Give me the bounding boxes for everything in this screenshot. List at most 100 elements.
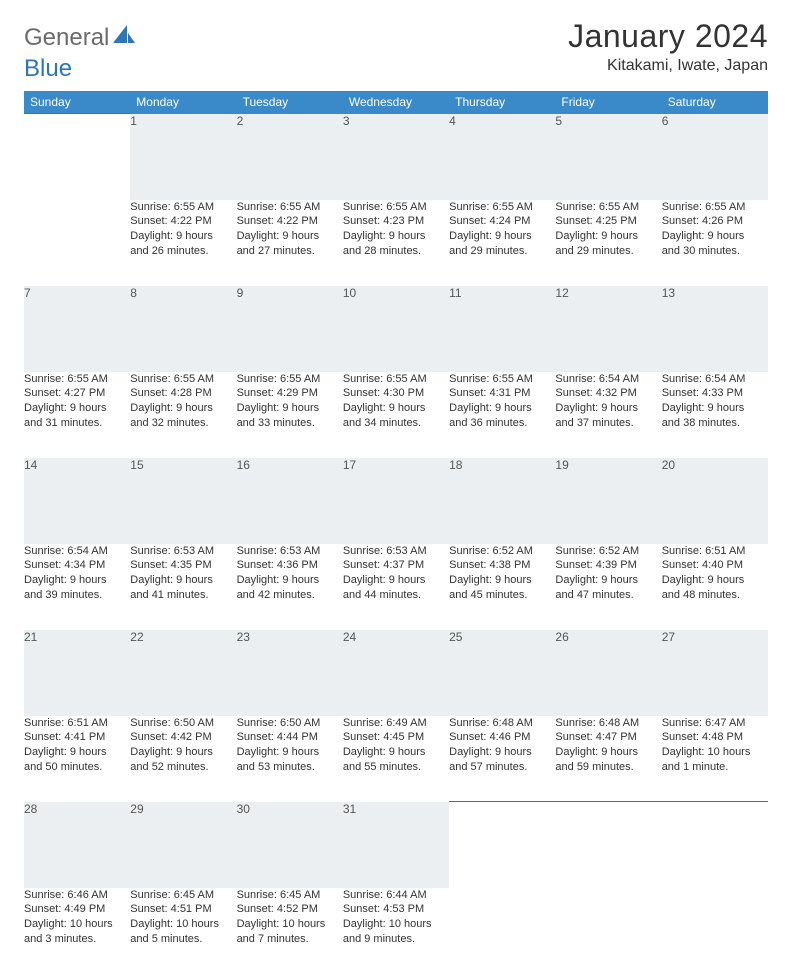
day-number: 4 <box>449 114 555 200</box>
daynum-row: 21222324252627 <box>24 630 768 716</box>
sunrise-text: Sunrise: 6:49 AM <box>343 716 449 731</box>
sunset-text: Sunset: 4:46 PM <box>449 730 555 745</box>
daylight-text-2: and 48 minutes. <box>662 588 768 603</box>
sunrise-text: Sunrise: 6:55 AM <box>343 372 449 387</box>
sunrise-text: Sunrise: 6:48 AM <box>555 716 661 731</box>
brand-part1: General <box>24 24 109 52</box>
daylight-text-2: and 29 minutes. <box>555 244 661 259</box>
day-number <box>449 802 555 888</box>
daylight-text-1: Daylight: 10 hours <box>130 917 236 932</box>
sunset-text: Sunset: 4:31 PM <box>449 386 555 401</box>
day-number: 29 <box>130 802 236 888</box>
sunset-text: Sunset: 4:24 PM <box>449 214 555 229</box>
day-cell <box>449 888 555 974</box>
day-number: 26 <box>555 630 661 716</box>
day-cell: Sunrise: 6:48 AMSunset: 4:47 PMDaylight:… <box>555 716 661 802</box>
content-row: Sunrise: 6:55 AMSunset: 4:22 PMDaylight:… <box>24 200 768 286</box>
sunset-text: Sunset: 4:38 PM <box>449 558 555 573</box>
calendar-head: Sunday Monday Tuesday Wednesday Thursday… <box>24 91 768 114</box>
sunrise-text: Sunrise: 6:55 AM <box>449 200 555 215</box>
sunrise-text: Sunrise: 6:55 AM <box>237 372 343 387</box>
sunrise-text: Sunrise: 6:55 AM <box>555 200 661 215</box>
sunset-text: Sunset: 4:51 PM <box>130 902 236 917</box>
sunrise-text: Sunrise: 6:55 AM <box>662 200 768 215</box>
day-cell: Sunrise: 6:55 AMSunset: 4:26 PMDaylight:… <box>662 200 768 286</box>
day-number: 10 <box>343 286 449 372</box>
sunset-text: Sunset: 4:29 PM <box>237 386 343 401</box>
daylight-text-1: Daylight: 9 hours <box>449 573 555 588</box>
daylight-text-1: Daylight: 9 hours <box>237 401 343 416</box>
daynum-row: 28293031 <box>24 802 768 888</box>
sunrise-text: Sunrise: 6:44 AM <box>343 888 449 903</box>
day-cell: Sunrise: 6:55 AMSunset: 4:25 PMDaylight:… <box>555 200 661 286</box>
sunset-text: Sunset: 4:30 PM <box>343 386 449 401</box>
day-number: 13 <box>662 286 768 372</box>
sunset-text: Sunset: 4:28 PM <box>130 386 236 401</box>
day-cell: Sunrise: 6:51 AMSunset: 4:41 PMDaylight:… <box>24 716 130 802</box>
sunset-text: Sunset: 4:22 PM <box>237 214 343 229</box>
day-cell <box>555 888 661 974</box>
daylight-text-2: and 55 minutes. <box>343 760 449 775</box>
daylight-text-2: and 34 minutes. <box>343 416 449 431</box>
brand-logo: General <box>24 24 137 52</box>
sunset-text: Sunset: 4:37 PM <box>343 558 449 573</box>
day-cell: Sunrise: 6:46 AMSunset: 4:49 PMDaylight:… <box>24 888 130 974</box>
dow-thu: Thursday <box>449 91 555 114</box>
sunrise-text: Sunrise: 6:53 AM <box>130 544 236 559</box>
calendar-body: 123456Sunrise: 6:55 AMSunset: 4:22 PMDay… <box>24 114 768 974</box>
sunset-text: Sunset: 4:49 PM <box>24 902 130 917</box>
daylight-text-1: Daylight: 9 hours <box>662 573 768 588</box>
day-cell: Sunrise: 6:47 AMSunset: 4:48 PMDaylight:… <box>662 716 768 802</box>
day-number: 9 <box>237 286 343 372</box>
daylight-text-1: Daylight: 10 hours <box>662 745 768 760</box>
daynum-row: 123456 <box>24 114 768 200</box>
sunrise-text: Sunrise: 6:47 AM <box>662 716 768 731</box>
day-number: 20 <box>662 458 768 544</box>
sunset-text: Sunset: 4:25 PM <box>555 214 661 229</box>
daylight-text-2: and 7 minutes. <box>237 932 343 947</box>
daylight-text-2: and 32 minutes. <box>130 416 236 431</box>
day-cell: Sunrise: 6:50 AMSunset: 4:44 PMDaylight:… <box>237 716 343 802</box>
daylight-text-1: Daylight: 9 hours <box>24 401 130 416</box>
day-number: 28 <box>24 802 130 888</box>
day-number: 6 <box>662 114 768 200</box>
dow-sun: Sunday <box>24 91 130 114</box>
day-number: 7 <box>24 286 130 372</box>
sunrise-text: Sunrise: 6:54 AM <box>555 372 661 387</box>
daylight-text-1: Daylight: 9 hours <box>343 229 449 244</box>
daylight-text-2: and 31 minutes. <box>24 416 130 431</box>
sunrise-text: Sunrise: 6:45 AM <box>237 888 343 903</box>
daylight-text-1: Daylight: 9 hours <box>343 745 449 760</box>
day-number: 2 <box>237 114 343 200</box>
sunset-text: Sunset: 4:22 PM <box>130 214 236 229</box>
day-number: 1 <box>130 114 236 200</box>
sunset-text: Sunset: 4:39 PM <box>555 558 661 573</box>
daylight-text-2: and 29 minutes. <box>449 244 555 259</box>
sunset-text: Sunset: 4:53 PM <box>343 902 449 917</box>
daylight-text-1: Daylight: 9 hours <box>237 229 343 244</box>
daynum-row: 14151617181920 <box>24 458 768 544</box>
day-number: 19 <box>555 458 661 544</box>
daylight-text-1: Daylight: 9 hours <box>237 745 343 760</box>
sunrise-text: Sunrise: 6:52 AM <box>449 544 555 559</box>
day-number: 11 <box>449 286 555 372</box>
day-number: 3 <box>343 114 449 200</box>
daylight-text-1: Daylight: 9 hours <box>662 401 768 416</box>
sunset-text: Sunset: 4:32 PM <box>555 386 661 401</box>
sunset-text: Sunset: 4:36 PM <box>237 558 343 573</box>
daylight-text-2: and 47 minutes. <box>555 588 661 603</box>
daylight-text-2: and 44 minutes. <box>343 588 449 603</box>
dow-tue: Tuesday <box>237 91 343 114</box>
sunset-text: Sunset: 4:42 PM <box>130 730 236 745</box>
sunset-text: Sunset: 4:41 PM <box>24 730 130 745</box>
day-cell: Sunrise: 6:50 AMSunset: 4:42 PMDaylight:… <box>130 716 236 802</box>
daylight-text-1: Daylight: 9 hours <box>343 573 449 588</box>
content-row: Sunrise: 6:55 AMSunset: 4:27 PMDaylight:… <box>24 372 768 458</box>
day-cell: Sunrise: 6:54 AMSunset: 4:32 PMDaylight:… <box>555 372 661 458</box>
daylight-text-2: and 57 minutes. <box>449 760 555 775</box>
day-cell: Sunrise: 6:55 AMSunset: 4:29 PMDaylight:… <box>237 372 343 458</box>
daylight-text-2: and 41 minutes. <box>130 588 236 603</box>
sunset-text: Sunset: 4:26 PM <box>662 214 768 229</box>
sunrise-text: Sunrise: 6:53 AM <box>237 544 343 559</box>
day-number: 31 <box>343 802 449 888</box>
